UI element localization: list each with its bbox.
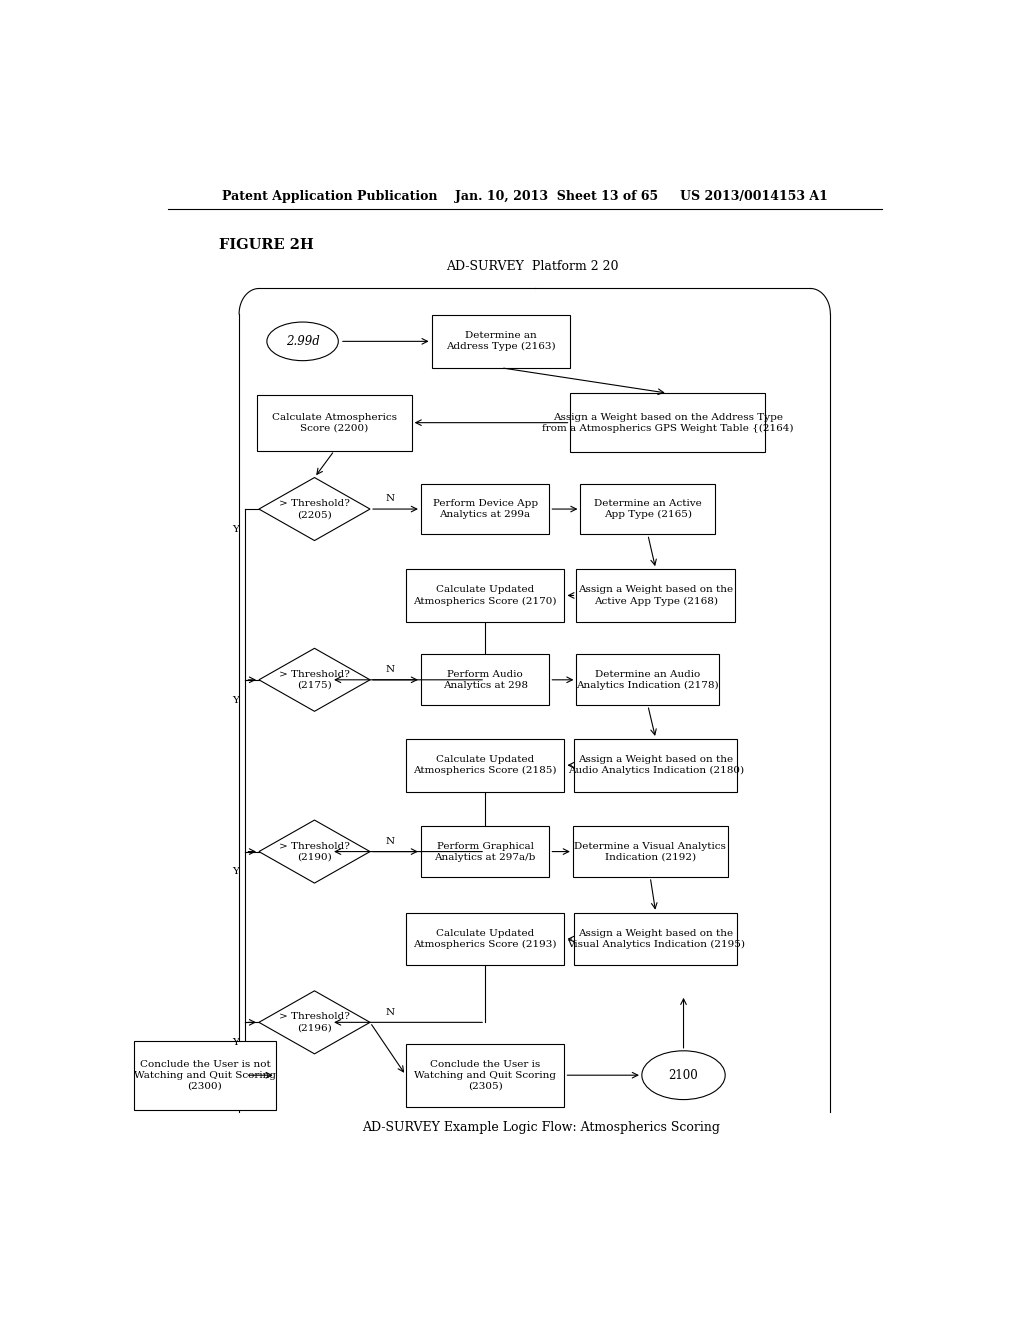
FancyBboxPatch shape bbox=[431, 315, 570, 368]
Text: Perform Device App
Analytics at 299a: Perform Device App Analytics at 299a bbox=[432, 499, 538, 519]
FancyBboxPatch shape bbox=[574, 739, 737, 792]
FancyBboxPatch shape bbox=[577, 655, 719, 705]
Text: Y: Y bbox=[232, 867, 240, 876]
Text: Patent Application Publication    Jan. 10, 2013  Sheet 13 of 65     US 2013/0014: Patent Application Publication Jan. 10, … bbox=[222, 190, 827, 202]
FancyBboxPatch shape bbox=[257, 395, 412, 450]
FancyBboxPatch shape bbox=[134, 1040, 275, 1110]
Text: Perform Graphical
Analytics at 297a/b: Perform Graphical Analytics at 297a/b bbox=[434, 842, 536, 862]
FancyBboxPatch shape bbox=[406, 912, 564, 965]
Text: Y: Y bbox=[232, 1038, 240, 1047]
FancyBboxPatch shape bbox=[406, 569, 564, 622]
Text: FIGURE 2H: FIGURE 2H bbox=[219, 238, 314, 252]
Text: AD-SURVEY  Platform 2 20: AD-SURVEY Platform 2 20 bbox=[446, 260, 618, 273]
Ellipse shape bbox=[267, 322, 338, 360]
Text: > Threshold?
(2175): > Threshold? (2175) bbox=[280, 669, 350, 690]
Text: > Threshold?
(2190): > Threshold? (2190) bbox=[280, 842, 350, 862]
Text: N: N bbox=[385, 837, 394, 846]
FancyBboxPatch shape bbox=[581, 483, 716, 535]
Polygon shape bbox=[259, 478, 370, 541]
FancyBboxPatch shape bbox=[577, 569, 735, 622]
Text: Determine a Visual Analytics
Indication (2192): Determine a Visual Analytics Indication … bbox=[574, 842, 726, 862]
Text: N: N bbox=[385, 495, 394, 503]
Polygon shape bbox=[259, 648, 370, 711]
Text: Calculate Updated
Atmospherics Score (2193): Calculate Updated Atmospherics Score (21… bbox=[414, 929, 557, 949]
Text: Determine an Active
App Type (2165): Determine an Active App Type (2165) bbox=[594, 499, 701, 519]
Ellipse shape bbox=[642, 1051, 725, 1100]
FancyBboxPatch shape bbox=[406, 1044, 564, 1106]
Text: > Threshold?
(2196): > Threshold? (2196) bbox=[280, 1012, 350, 1032]
Text: > Threshold?
(2205): > Threshold? (2205) bbox=[280, 499, 350, 519]
Text: Conclude the User is
Watching and Quit Scoring
(2305): Conclude the User is Watching and Quit S… bbox=[414, 1060, 556, 1090]
Text: Assign a Weight based on the
Audio Analytics Indication (2180): Assign a Weight based on the Audio Analy… bbox=[567, 755, 743, 775]
Text: Determine an Audio
Analytics Indication (2178): Determine an Audio Analytics Indication … bbox=[577, 669, 719, 690]
FancyBboxPatch shape bbox=[421, 826, 550, 876]
Text: Calculate Updated
Atmospherics Score (2170): Calculate Updated Atmospherics Score (21… bbox=[414, 585, 557, 606]
Text: Perform Audio
Analytics at 298: Perform Audio Analytics at 298 bbox=[442, 669, 527, 690]
Text: Conclude the User is not
Watching and Quit Scoring
(2300): Conclude the User is not Watching and Qu… bbox=[134, 1060, 276, 1090]
FancyBboxPatch shape bbox=[421, 483, 550, 535]
FancyBboxPatch shape bbox=[572, 826, 728, 876]
Text: N: N bbox=[385, 1007, 394, 1016]
Text: Assign a Weight based on the Address Type
from a Atmospherics GPS Weight Table {: Assign a Weight based on the Address Typ… bbox=[542, 413, 794, 433]
Text: Y: Y bbox=[232, 696, 240, 705]
FancyBboxPatch shape bbox=[574, 912, 737, 965]
Text: Calculate Updated
Atmospherics Score (2185): Calculate Updated Atmospherics Score (21… bbox=[414, 755, 557, 775]
Text: N: N bbox=[385, 665, 394, 675]
FancyBboxPatch shape bbox=[406, 739, 564, 792]
Text: 2.99d: 2.99d bbox=[286, 335, 319, 348]
Polygon shape bbox=[259, 820, 370, 883]
Text: Determine an
Address Type (2163): Determine an Address Type (2163) bbox=[446, 331, 556, 351]
Text: Assign a Weight based on the
Active App Type (2168): Assign a Weight based on the Active App … bbox=[579, 585, 733, 606]
Text: Y: Y bbox=[232, 525, 240, 533]
Text: Assign a Weight based on the
Visual Analytics Indication (2195): Assign a Weight based on the Visual Anal… bbox=[566, 929, 744, 949]
Text: 2100: 2100 bbox=[669, 1069, 698, 1081]
FancyBboxPatch shape bbox=[421, 655, 550, 705]
Text: Calculate Atmospherics
Score (2200): Calculate Atmospherics Score (2200) bbox=[271, 413, 397, 433]
Text: AD-SURVEY Example Logic Flow: Atmospherics Scoring: AD-SURVEY Example Logic Flow: Atmospheri… bbox=[361, 1121, 720, 1134]
FancyBboxPatch shape bbox=[570, 393, 765, 453]
Polygon shape bbox=[259, 991, 370, 1053]
